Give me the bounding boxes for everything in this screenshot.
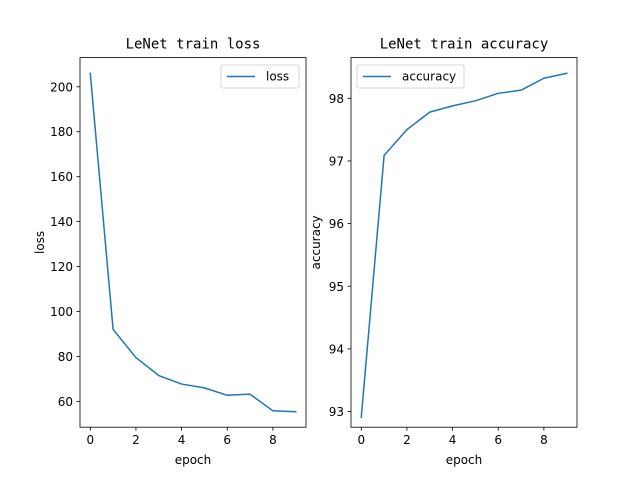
accuracy-y-axis-label: accuracy xyxy=(309,215,323,269)
accuracy-x-tick-label: 0 xyxy=(357,433,365,447)
loss-x-tick-label: 6 xyxy=(223,433,231,447)
loss-y-tick-label: 100 xyxy=(50,305,73,319)
loss-legend-box xyxy=(220,64,300,89)
accuracy-x-tick-label: 4 xyxy=(449,433,457,447)
loss-y-tick-label: 180 xyxy=(50,125,73,139)
loss-chart-title: LeNet train loss xyxy=(126,37,261,53)
loss-y-axis-label: loss xyxy=(33,231,47,254)
loss-chart: 0 2 4 6 8 60 80 100 120 140 160 180 200 LeNet train l… xyxy=(33,37,307,467)
loss-y-tick-label: 60 xyxy=(58,395,73,409)
loss-y-tick-label: 200 xyxy=(50,80,73,94)
loss-legend: loss xyxy=(220,64,300,89)
accuracy-chart: 0 2 4 6 8 93 94 95 96 97 98 LeNet train accuracy epo… xyxy=(309,37,578,467)
accuracy-y-tick-label: 93 xyxy=(329,405,344,419)
loss-series-line xyxy=(89,72,297,413)
loss-y-tick-label: 80 xyxy=(58,350,73,364)
accuracy-x-tick-label: 2 xyxy=(403,433,411,447)
accuracy-legend-label: accuracy xyxy=(402,70,456,84)
accuracy-chart-title: LeNet train accuracy xyxy=(380,37,549,53)
loss-y-tick-label: 140 xyxy=(50,215,73,229)
accuracy-axes-frame xyxy=(350,57,578,428)
accuracy-legend: accuracy xyxy=(356,64,465,89)
loss-y-tick-label: 160 xyxy=(50,170,73,184)
accuracy-x-tick-label: 6 xyxy=(494,433,502,447)
accuracy-y-tick-label: 94 xyxy=(329,342,344,356)
loss-x-tick-label: 2 xyxy=(132,433,140,447)
loss-x-tick-label: 0 xyxy=(86,433,94,447)
accuracy-x-tick-label: 8 xyxy=(540,433,548,447)
loss-x-axis-label: epoch xyxy=(175,453,212,467)
loss-x-tick-label: 4 xyxy=(178,433,186,447)
accuracy-x-axis-label: epoch xyxy=(446,453,483,467)
accuracy-y-tick-label: 97 xyxy=(329,154,344,168)
accuracy-y-tick-label: 98 xyxy=(329,92,344,106)
accuracy-legend-box xyxy=(356,64,465,89)
loss-axes-frame xyxy=(79,57,307,428)
loss-y-tick-label: 120 xyxy=(50,260,73,274)
accuracy-y-tick-label: 95 xyxy=(329,280,344,294)
accuracy-y-tick-label: 96 xyxy=(329,217,344,231)
accuracy-series-line xyxy=(360,72,568,418)
loss-legend-label: loss xyxy=(266,70,289,84)
loss-x-tick-label: 8 xyxy=(269,433,277,447)
